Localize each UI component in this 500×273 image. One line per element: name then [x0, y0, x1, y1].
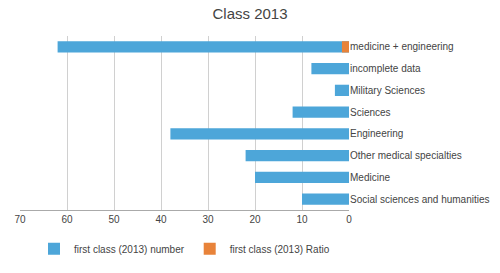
- svg-text:Social sciences and humanities: Social sciences and humanities: [350, 194, 490, 205]
- svg-text:70: 70: [14, 214, 26, 225]
- svg-text:30: 30: [202, 214, 214, 225]
- svg-text:50: 50: [108, 214, 120, 225]
- svg-text:Class 2013: Class 2013: [212, 5, 287, 22]
- svg-text:20: 20: [249, 214, 261, 225]
- svg-text:medicine + engineering: medicine + engineering: [350, 41, 454, 52]
- svg-text:Engineering: Engineering: [350, 128, 403, 139]
- svg-text:10: 10: [296, 214, 308, 225]
- svg-text:first class (2013) number: first class (2013) number: [74, 244, 185, 255]
- svg-text:Other medical specialties: Other medical specialties: [350, 150, 462, 161]
- svg-text:60: 60: [61, 214, 73, 225]
- svg-text:Medicine: Medicine: [350, 172, 390, 183]
- svg-text:Sciences: Sciences: [350, 107, 391, 118]
- svg-text:0: 0: [346, 214, 352, 225]
- svg-text:40: 40: [155, 214, 167, 225]
- svg-text:first class (2013) Ratio: first class (2013) Ratio: [230, 244, 330, 255]
- svg-text:incomplete data: incomplete data: [350, 63, 421, 74]
- svg-text:Military Sciences: Military Sciences: [350, 85, 425, 96]
